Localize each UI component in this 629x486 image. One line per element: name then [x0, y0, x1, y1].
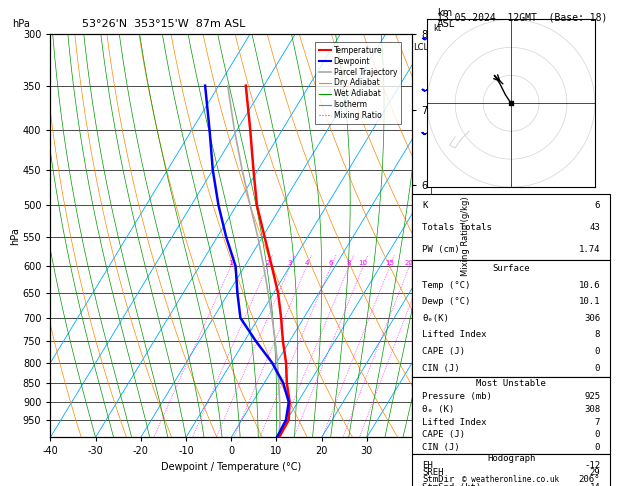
Text: km
ASL: km ASL: [437, 8, 455, 29]
Legend: Temperature, Dewpoint, Parcel Trajectory, Dry Adiabat, Wet Adiabat, Isotherm, Mi: Temperature, Dewpoint, Parcel Trajectory…: [315, 42, 401, 124]
X-axis label: Dewpoint / Temperature (°C): Dewpoint / Temperature (°C): [161, 462, 301, 472]
Text: 29: 29: [589, 468, 600, 477]
Text: CAPE (J): CAPE (J): [422, 431, 465, 439]
Text: 4: 4: [304, 260, 309, 266]
Text: EH: EH: [422, 461, 433, 470]
Text: hPa: hPa: [13, 19, 30, 29]
Text: kt: kt: [433, 24, 441, 33]
Text: 53°26'N  353°15'W  87m ASL: 53°26'N 353°15'W 87m ASL: [82, 19, 245, 29]
Text: 6: 6: [595, 201, 600, 210]
Text: 0: 0: [595, 431, 600, 439]
Text: CIN (J): CIN (J): [422, 443, 460, 452]
Y-axis label: km
ASL: km ASL: [432, 225, 450, 246]
Text: 15: 15: [386, 260, 394, 266]
Text: Totals Totals: Totals Totals: [422, 223, 492, 232]
Text: 3: 3: [288, 260, 292, 266]
Y-axis label: hPa: hPa: [10, 227, 20, 244]
Text: StmDir: StmDir: [422, 475, 454, 485]
Text: CAPE (J): CAPE (J): [422, 347, 465, 356]
Text: 925: 925: [584, 392, 600, 400]
Text: Dewp (°C): Dewp (°C): [422, 297, 470, 306]
Text: 43: 43: [589, 223, 600, 232]
Text: PW (cm): PW (cm): [422, 244, 460, 254]
Text: 1: 1: [228, 260, 233, 266]
Text: 0: 0: [595, 347, 600, 356]
Text: 20: 20: [405, 260, 414, 266]
Text: © weatheronline.co.uk: © weatheronline.co.uk: [462, 474, 560, 484]
Text: StmSpd (kt): StmSpd (kt): [422, 483, 481, 486]
Text: Most Unstable: Most Unstable: [476, 379, 546, 388]
Text: θₑ (K): θₑ (K): [422, 404, 454, 414]
Text: 1.74: 1.74: [579, 244, 600, 254]
Text: Temp (°C): Temp (°C): [422, 280, 470, 290]
Text: 14: 14: [589, 483, 600, 486]
Text: 308: 308: [584, 404, 600, 414]
Text: -12: -12: [584, 461, 600, 470]
Text: Mixing Ratio (g/kg): Mixing Ratio (g/kg): [461, 196, 470, 276]
Text: Lifted Index: Lifted Index: [422, 330, 486, 340]
Text: 8: 8: [595, 330, 600, 340]
Text: Pressure (mb): Pressure (mb): [422, 392, 492, 400]
Text: CIN (J): CIN (J): [422, 364, 460, 373]
Text: 7: 7: [595, 417, 600, 427]
Text: 10.1: 10.1: [579, 297, 600, 306]
Text: 0: 0: [595, 364, 600, 373]
Text: 306: 306: [584, 314, 600, 323]
Text: 10: 10: [359, 260, 368, 266]
Text: 206°: 206°: [579, 475, 600, 485]
Text: 10.6: 10.6: [579, 280, 600, 290]
Text: 0: 0: [595, 443, 600, 452]
Text: LCL: LCL: [413, 43, 428, 52]
Text: Hodograph: Hodograph: [487, 453, 535, 463]
Text: Surface: Surface: [493, 264, 530, 273]
Text: K: K: [422, 201, 427, 210]
Text: 2: 2: [265, 260, 270, 266]
Text: SREH: SREH: [422, 468, 443, 477]
Text: 13.05.2024  12GMT  (Base: 18): 13.05.2024 12GMT (Base: 18): [437, 12, 607, 22]
Text: 8: 8: [347, 260, 351, 266]
Text: 6: 6: [329, 260, 333, 266]
Text: Lifted Index: Lifted Index: [422, 417, 486, 427]
Text: θₑ(K): θₑ(K): [422, 314, 448, 323]
